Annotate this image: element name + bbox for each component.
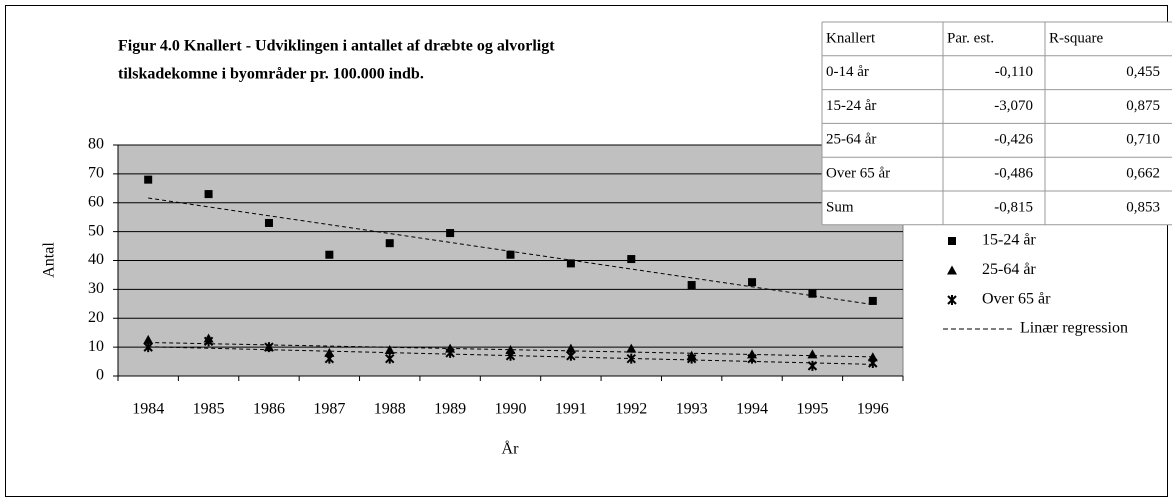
marker-triangle [565,343,576,353]
table-cell: Over 65 år [826,166,890,182]
marker-square [627,255,636,264]
marker-cross [626,353,636,364]
table-cell: 0,710 [1126,132,1160,148]
x-tick-label: 1987 [313,401,345,418]
marker-triangle [384,345,395,355]
marker-square [144,175,153,184]
x-tick-label: 1993 [676,401,708,418]
marker-cross [445,347,455,358]
marker-cross [686,353,697,364]
marker-triangle [324,347,335,357]
marker-cross [947,295,957,305]
marker-square [446,229,455,238]
marker-cross [505,350,516,361]
y-tick-label: 30 [88,280,104,297]
marker-cross [143,342,153,353]
table-cell: Sum [826,199,854,215]
marker-triangle [505,345,516,355]
x-tick-label: 1990 [495,401,527,418]
marker-triangle [867,352,878,362]
y-tick-label: 20 [88,309,104,326]
table-cell: 0,662 [1126,166,1160,182]
y-tick-label: 40 [88,251,104,268]
marker-square [748,278,757,287]
marker-square [868,296,877,305]
x-tick-label: 1995 [796,401,828,418]
marker-square [385,239,394,248]
x-tick-label: 1996 [857,401,889,418]
y-tick-label: 60 [88,193,104,210]
table-cell: R-square [1049,30,1103,46]
marker-square [264,218,273,227]
y-tick-label: 0 [96,367,104,384]
marker-cross [747,353,757,364]
x-tick-label: 1988 [374,401,406,418]
marker-square [506,250,515,259]
table-cell: 25-64 år [826,132,876,148]
marker-triangle [626,343,637,353]
x-tick-label: 1985 [193,401,225,418]
marker-cross [385,353,395,364]
y-tick-label: 50 [88,222,104,239]
marker-triangle [947,265,957,275]
marker-square [204,190,213,199]
marker-triangle [143,334,154,344]
table-cell: 0-14 år [826,64,869,80]
marker-triangle [807,349,818,359]
table-cell: -0,486 [994,166,1033,182]
x-tick-label: 1994 [736,401,768,418]
marker-cross [566,350,576,361]
marker-cross [807,360,818,371]
x-tick-label: 1989 [434,401,466,418]
y-tick-label: 70 [88,165,104,182]
marker-cross [868,358,878,369]
x-tick-label: 1992 [615,401,647,418]
table-cell: -0,815 [994,199,1033,215]
table-cell: -3,070 [994,98,1033,114]
marker-cross [324,353,335,364]
marker-square [808,289,817,298]
legend-label: 25-64 år [982,261,1036,278]
table-cell: Par. est. [947,30,994,46]
stats-table: Knallert Par. est. R-square 0-14 år -0,110 0,… [821,21,1172,226]
marker-square [566,259,575,268]
legend-label: Linær regression [1020,320,1128,337]
y-tick-label: 10 [88,338,104,355]
marker-cross [203,336,214,347]
x-axis-label: År [502,440,520,458]
legend-label: Over 65 år [982,291,1051,308]
marker-square [325,250,334,259]
y-axis-label: Antal [41,242,58,278]
chart-title: Figur 4.0 Knallert - Udviklingen i antal… [118,38,555,55]
legend-label: 15-24 år [982,232,1036,249]
chart-title: tilskadekomne i byområder pr. 100.000 in… [118,66,424,83]
marker-square [687,281,696,290]
table-cell: 0,853 [1126,199,1160,215]
marker-cross [264,342,274,353]
y-tick-label: 80 [88,136,104,153]
table-cell: -0,426 [994,132,1033,148]
x-tick-label: 1991 [555,401,587,418]
x-tick-label: 1986 [253,401,285,418]
x-tick-label: 1984 [132,401,164,418]
table-cell: Knallert [826,30,876,46]
table-cell: -0,110 [995,64,1033,80]
table-cell: 0,455 [1126,64,1160,80]
table-cell: 15-24 år [826,98,876,114]
table-cell: 0,875 [1126,98,1160,114]
marker-square [948,237,956,245]
